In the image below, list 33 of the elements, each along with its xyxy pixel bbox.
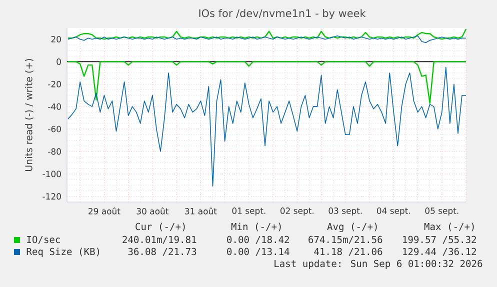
x-tick-label: 05 sept.: [425, 208, 458, 216]
text: 0.00 /13.14: [227, 248, 290, 256]
y-tick-label: -40: [48, 103, 61, 110]
text: Cur (-/+): [136, 222, 185, 232]
x-tick-label: 04 sept.: [376, 208, 410, 216]
x-tick-label: 31 août: [185, 208, 217, 214]
x-tick-label: 02 sept.: [280, 208, 314, 216]
text: 129.44 /36.12: [403, 248, 476, 256]
text: Min (-/+): [231, 222, 281, 232]
x-tick-label: 30 août: [136, 208, 168, 214]
legend-label: IO/sec: [27, 236, 60, 244]
y-tick-label: 20: [51, 36, 61, 42]
text: 240.01m/19.81: [122, 236, 196, 244]
text: 0.00 /18.42: [227, 236, 289, 244]
text: 674.15m/21.56: [308, 236, 382, 244]
text: Max (-/+): [424, 222, 474, 232]
x-tick-label: 01 sept.: [232, 208, 266, 216]
y-tick-label: 0: [56, 58, 61, 65]
y-tick-label: -120: [42, 193, 61, 200]
x-tick-label: 29 août: [88, 208, 120, 214]
text: 41.18 /21.06: [314, 248, 382, 256]
text: Avg (-/+): [327, 222, 377, 232]
y-tick-label: -100: [42, 170, 61, 178]
legend-label: Req Size (KB): [26, 248, 100, 257]
text: 199.57 /55.32: [403, 236, 476, 244]
chart-title: IOs for /dev/nvme1n1 - by week: [199, 9, 366, 20]
y-tick-label: -60: [48, 126, 61, 132]
x-tick-label: 03 sept.: [328, 208, 362, 216]
y-tick-label: -80: [48, 148, 61, 155]
text: 36.08 /21.73: [128, 248, 196, 256]
y-axis-title: Units read (-) / write (+): [25, 58, 34, 171]
y-tick-label: -20: [48, 80, 61, 88]
text: Last update: Sun Sep 6 01:00:32 2026: [274, 260, 482, 269]
